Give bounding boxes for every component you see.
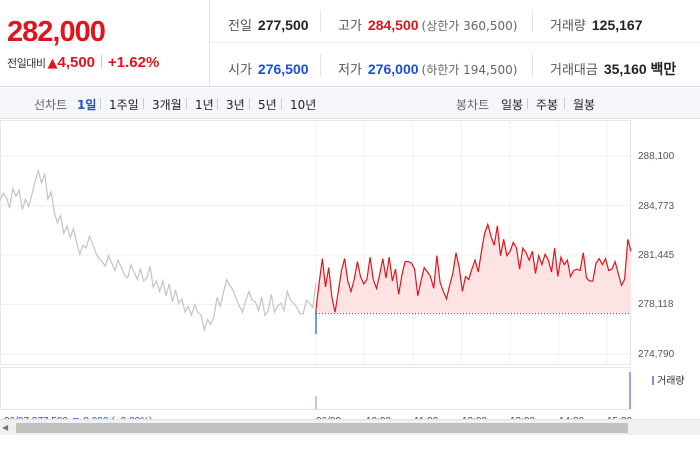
y-tick-label: 274,790 <box>638 349 675 360</box>
divider <box>532 54 533 76</box>
open-label: 시가 <box>228 63 252 78</box>
change-amount: 4,500 <box>57 54 96 71</box>
divider <box>186 98 187 109</box>
prev-close-cell: 전일 277,500 <box>228 15 309 34</box>
change-rate: +1.62% <box>108 54 160 71</box>
lower-limit: (하한가 194,500) <box>421 63 518 77</box>
divider <box>100 98 101 109</box>
intraday-price-chart[interactable]: 288,100 284,773 281,445 278,118 274,790 … <box>0 120 700 432</box>
high-cell: 고가 284,500 (상한가 360,500) <box>338 15 517 34</box>
divider <box>101 55 103 68</box>
divider <box>527 98 528 109</box>
tab-monthly-candle[interactable]: 월봉 <box>573 98 596 112</box>
volume-cell: 거래량 125,167 <box>550 15 643 34</box>
horizontal-scrollbar[interactable]: ◀ <box>0 419 700 435</box>
change-label: 전일대비 <box>7 57 46 70</box>
amount-label: 거래대금 <box>550 63 598 78</box>
high-label: 고가 <box>338 19 362 34</box>
y-tick-label: 281,445 <box>638 250 675 261</box>
low-value: 276,000 <box>367 61 419 77</box>
candle-chart-label: 봉차트 <box>456 98 490 112</box>
tab-weekly-candle[interactable]: 주봉 <box>536 98 559 112</box>
tab-3-months[interactable]: 3개월 <box>152 98 182 112</box>
prev-close-label: 전일 <box>228 19 252 34</box>
stats-row-1: 전일 277,500 고가 284,500 (상한가 360,500) 거래량 125,… <box>210 0 700 43</box>
divider <box>320 10 321 32</box>
price-change-row: 전일대비 ▲4,500 +1.62% <box>7 53 159 71</box>
tab-1-day[interactable]: 1일 <box>77 98 97 112</box>
low-cell: 저가 276,000 (하한가 194,500) <box>338 59 517 78</box>
tab-5-years[interactable]: 5년 <box>258 98 277 112</box>
divider <box>249 98 250 109</box>
y-tick-label: 288,100 <box>638 151 675 162</box>
divider <box>143 98 144 109</box>
open-value: 276,500 <box>257 61 309 77</box>
quote-header: 282,000 전일대비 ▲4,500 +1.62% 전일 277,500 고가 284… <box>0 0 700 87</box>
line-chart-label: 선차트 <box>34 98 68 112</box>
chart-period-tabs: 선차트 1일 1주일 3개월 1년 3년 5년 10년 봉차트 일봉 주봉 월봉 <box>0 88 700 119</box>
today-area <box>316 224 631 314</box>
divider <box>532 10 533 32</box>
up-triangle-icon: ▲ <box>47 56 58 71</box>
amount-value: 35,160 백만 <box>603 61 677 77</box>
volume-label: 거래량 <box>550 19 586 34</box>
prev-close-value: 277,500 <box>257 17 309 33</box>
volume-legend: 거래량 <box>652 372 685 387</box>
upper-limit: (상한가 360,500) <box>421 19 518 33</box>
tab-1-week[interactable]: 1주일 <box>109 98 139 112</box>
tab-3-years[interactable]: 3년 <box>226 98 245 112</box>
divider <box>281 98 282 109</box>
scroll-left-arrow-icon[interactable]: ◀ <box>2 423 9 432</box>
divider <box>217 98 218 109</box>
stats-row-2: 시가 276,500 저가 276,000 (하한가 194,500) 거래대금 35,… <box>210 44 700 87</box>
chart-canvas <box>0 120 632 410</box>
y-tick-label: 278,118 <box>638 299 674 310</box>
divider <box>320 54 321 76</box>
tab-10-years[interactable]: 10년 <box>290 98 317 112</box>
amount-cell: 거래대금 35,160 백만 <box>550 59 676 79</box>
high-value: 284,500 <box>367 17 419 33</box>
tab-daily-candle[interactable]: 일봉 <box>501 98 524 112</box>
current-price: 282,000 <box>7 16 106 48</box>
divider <box>564 98 565 109</box>
tab-1-year[interactable]: 1년 <box>195 98 214 112</box>
current-price-box: 282,000 전일대비 ▲4,500 +1.62% <box>0 0 210 87</box>
prev-day-line <box>0 168 317 333</box>
volume-value: 125,167 <box>591 17 643 33</box>
low-label: 저가 <box>338 63 362 78</box>
y-tick-label: 284,773 <box>638 201 675 212</box>
open-cell: 시가 276,500 <box>228 59 309 78</box>
scrollbar-thumb[interactable] <box>16 423 628 433</box>
today-line <box>315 222 632 313</box>
